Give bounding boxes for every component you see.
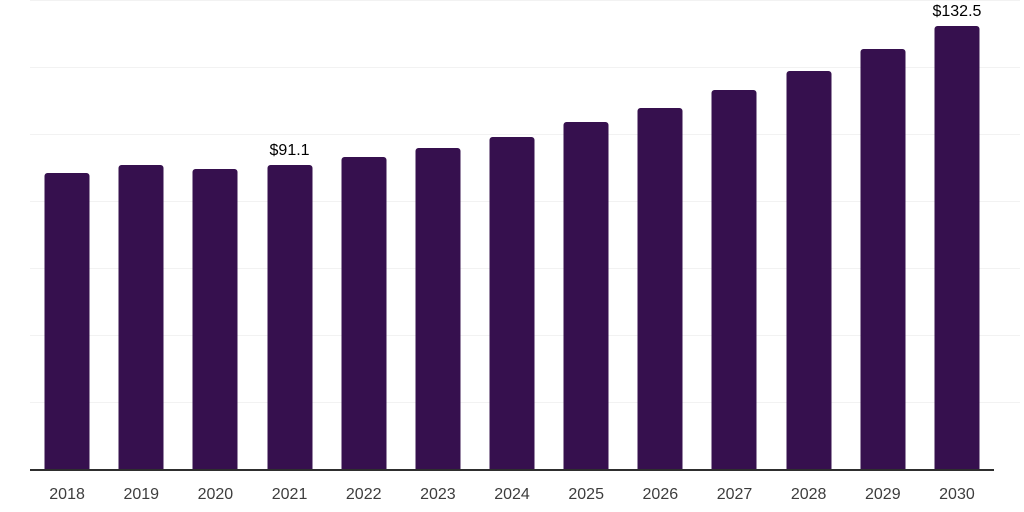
x-tick-2030: 2030 (939, 486, 975, 503)
bar-slot-2028 (772, 0, 846, 470)
bar-2026 (637, 107, 683, 470)
bar-slot-2026 (623, 0, 697, 470)
bar-2019 (118, 164, 164, 470)
bar-value-label-2030: $132.5 (932, 3, 982, 21)
bar-slot-2029 (846, 0, 920, 470)
x-tick-2018: 2018 (49, 486, 85, 503)
bar-slot-2018 (30, 0, 104, 470)
bar-slot-2023 (401, 0, 475, 470)
bar-2025 (563, 122, 609, 470)
bar-value-label-2021: $91.1 (269, 142, 310, 160)
x-tick-2025: 2025 (568, 486, 604, 503)
plot-area: $91.1 $132.5 (30, 0, 994, 470)
x-tick-2023: 2023 (420, 486, 456, 503)
bar-slot-2025 (549, 0, 623, 470)
bar-slot-2019 (104, 0, 178, 470)
bar-slot-2030: $132.5 (920, 0, 994, 470)
x-tick-2020: 2020 (197, 486, 234, 503)
x-tick-2028: 2028 (790, 486, 827, 503)
bar-slot-2024 (475, 0, 549, 470)
x-tick-2022: 2022 (345, 486, 382, 503)
x-tick-2021: 2021 (271, 486, 308, 503)
bar-2020 (192, 169, 238, 470)
bar-2024 (489, 136, 535, 470)
bar-2021 (267, 165, 313, 470)
x-tick-2026: 2026 (642, 486, 679, 503)
x-axis-line (30, 469, 994, 471)
bar-2022 (341, 157, 387, 470)
x-tick-2024: 2024 (494, 486, 530, 503)
bar-2029 (860, 49, 906, 470)
bar-slot-2021: $91.1 (252, 0, 326, 470)
x-tick-2029: 2029 (865, 486, 901, 503)
bar-2028 (786, 70, 832, 470)
bar-2027 (711, 89, 757, 470)
bar-2023 (415, 148, 461, 470)
bar-2030 (934, 26, 980, 470)
x-tick-2019: 2019 (123, 486, 160, 503)
bar-slot-2027 (697, 0, 771, 470)
bar-slot-2020 (178, 0, 252, 470)
bar-2018 (44, 173, 90, 470)
bar-slot-2022 (327, 0, 401, 470)
x-axis-labels: 2018 2019 2020 2021 2022 2023 2024 2025 2026 2027… (30, 483, 994, 507)
x-tick-2027: 2027 (716, 486, 753, 503)
